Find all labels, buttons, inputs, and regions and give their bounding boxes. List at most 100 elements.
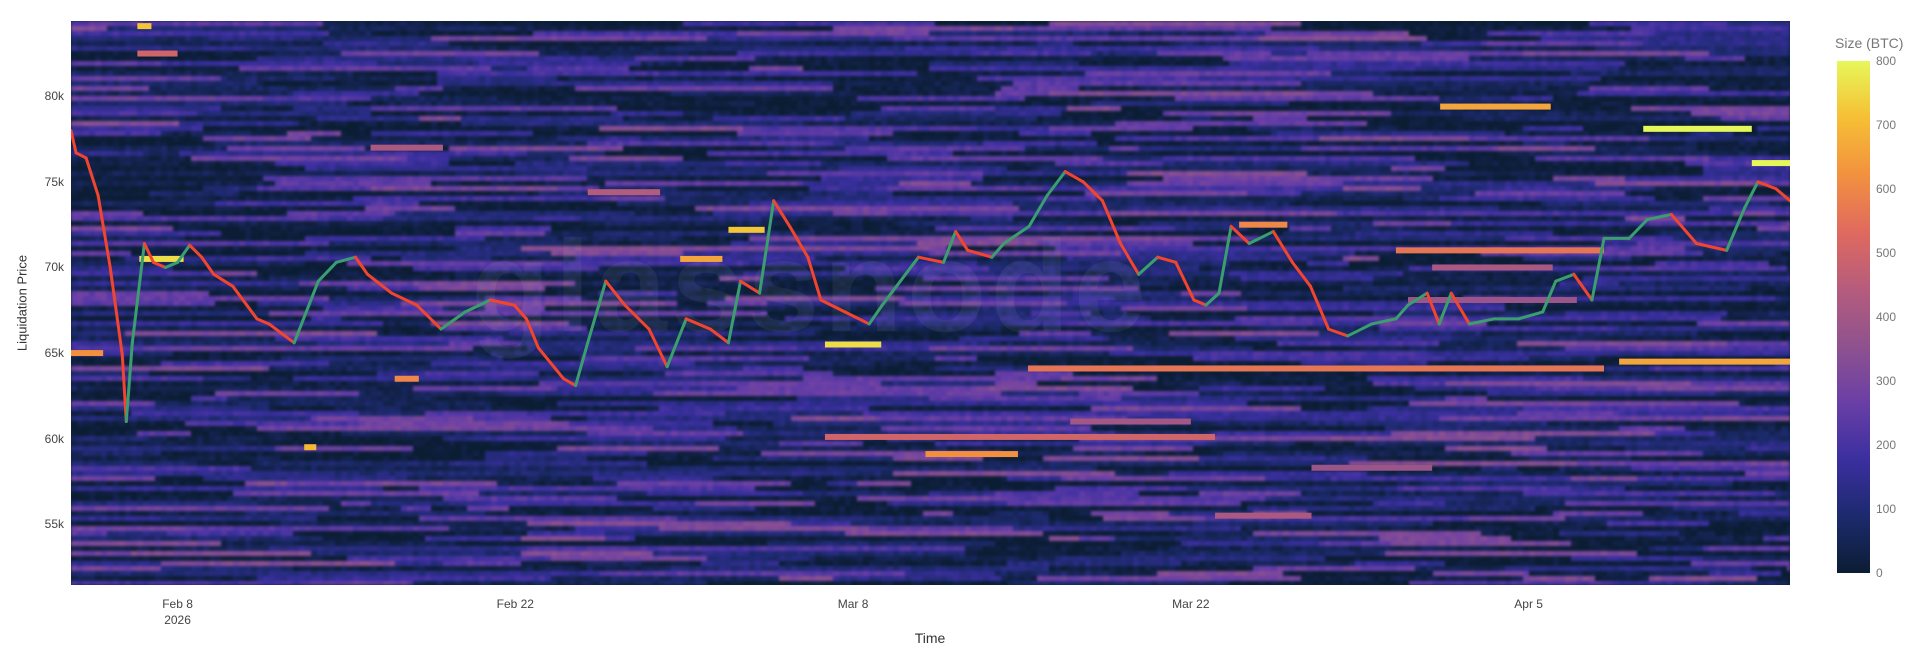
liquidation-band [139,255,184,262]
price-candle-segment [1137,255,1160,276]
y-tick-label: 80k [44,89,64,104]
price-candle-segment [1346,322,1374,338]
liquidation-band [394,375,419,382]
liquidation-band [1751,160,1790,167]
colorbar-tick-label: 300 [1876,374,1897,388]
colorbar-tick-label: 100 [1876,502,1897,516]
x-tick-label: Feb 8 2026 [138,596,218,628]
y-tick-label: 65k [44,346,64,361]
price-candle-segment [1449,291,1471,326]
price-candle-segment [439,310,467,331]
price-candle-segment [1229,224,1251,246]
price-candle-segment [1541,279,1558,314]
price-candle-segment [954,230,970,252]
price-candle-segment [843,310,871,326]
price-candle-segment [1645,212,1673,222]
price-candle-segment [1774,187,1790,203]
price-candle-segment [806,255,823,302]
liquidation-band [370,144,443,151]
price-candle-segment [574,341,590,388]
heatmap-plot-area[interactable]: glassnode [71,21,1790,585]
price-candle-segment [96,194,112,269]
price-candle-segment [1695,242,1729,252]
price-candle-segment [188,243,204,259]
liquidation-band [304,444,317,451]
price-candle-segment [1081,180,1104,203]
price-candle-segment [1554,272,1576,283]
y-tick-label: 55k [44,517,64,532]
price-candle-segment [1192,298,1208,307]
price-candle-segment [788,224,810,259]
price-candle-segment [1394,303,1410,321]
price-candle-segment [819,298,847,314]
price-candle-segment [1271,230,1294,264]
liquidation-band [1070,418,1191,425]
price-candle-segment [1290,260,1312,288]
liquidation-band [925,451,1018,458]
price-candle-segment [898,255,920,283]
price-candle-segment [942,230,958,264]
y-axis-title: Liquidation Price [14,254,30,352]
price-candle-segment [867,303,884,326]
price-candle-segment [665,317,688,369]
price-candle-segment [1756,180,1778,191]
y-tick-label: 60k [44,431,64,446]
price-candle-segment [255,317,271,326]
price-candle-segment [1370,317,1398,326]
price-candle-segment [708,327,730,345]
liquidation-band [1395,247,1605,254]
price-candle-segment [512,303,528,321]
price-candle-segment [1590,236,1606,302]
price-candle-segment [151,260,167,269]
price-candle-segment [604,279,627,307]
price-candle-segment [74,151,88,160]
liquidation-band [824,433,1215,440]
liquidation-band [587,189,661,196]
price-candle-segment [84,156,100,198]
x-tick-label: Apr 5 [1489,596,1569,612]
colorbar-tick-label: 400 [1876,310,1897,324]
y-tick-label: 70k [44,260,64,275]
price-candle-segment [1156,255,1178,264]
price-candle-segment [231,284,259,321]
x-tick-label: Feb 22 [475,596,555,612]
liquidation-band [137,50,178,57]
price-candle-segment [124,341,134,424]
x-tick-label: Mar 22 [1151,596,1231,612]
price-candle-segment [212,272,235,288]
price-candle-segment [316,260,338,283]
price-candle-segment [267,322,296,345]
price-candle-segment [1517,310,1545,321]
colorbar-title: Size (BTC) [1835,35,1904,51]
price-candle-segment [880,279,902,307]
x-axis-title: Time [914,630,946,646]
x-tick-date: Mar 8 [837,597,869,611]
price-candle-segment [562,377,578,388]
price-candle-segment [130,242,146,345]
price-candle-segment [463,298,492,314]
price-candle-segment [586,279,608,345]
price-candle-segment [334,255,357,264]
price-candle-segment [1572,272,1594,302]
colorbar-tick-label: 600 [1876,182,1897,196]
price-candle-segment [1406,291,1429,307]
x-tick-date: Feb 22 [496,597,534,611]
colorbar-tick-label: 700 [1876,118,1897,132]
price-candle-segment [415,303,443,331]
price-candle-segment [772,199,792,228]
price-candle-segment [1045,170,1067,198]
price-candle-segment [366,272,394,295]
price-candle-segment [966,248,994,259]
price-candle-segment [1467,317,1496,326]
price-candle-segment [536,346,566,381]
liquidation-band [1440,103,1551,110]
price-candle-segment [71,129,78,155]
price-candle-segment [1174,260,1196,302]
liquidation-band [1028,365,1605,372]
price-candle-segment [120,353,128,424]
liquidation-band [137,23,152,30]
price-candle-segment [524,317,540,350]
price-candle-segment [1247,230,1275,246]
price-candle-segment [758,199,776,295]
price-candle-segment [1118,242,1141,276]
